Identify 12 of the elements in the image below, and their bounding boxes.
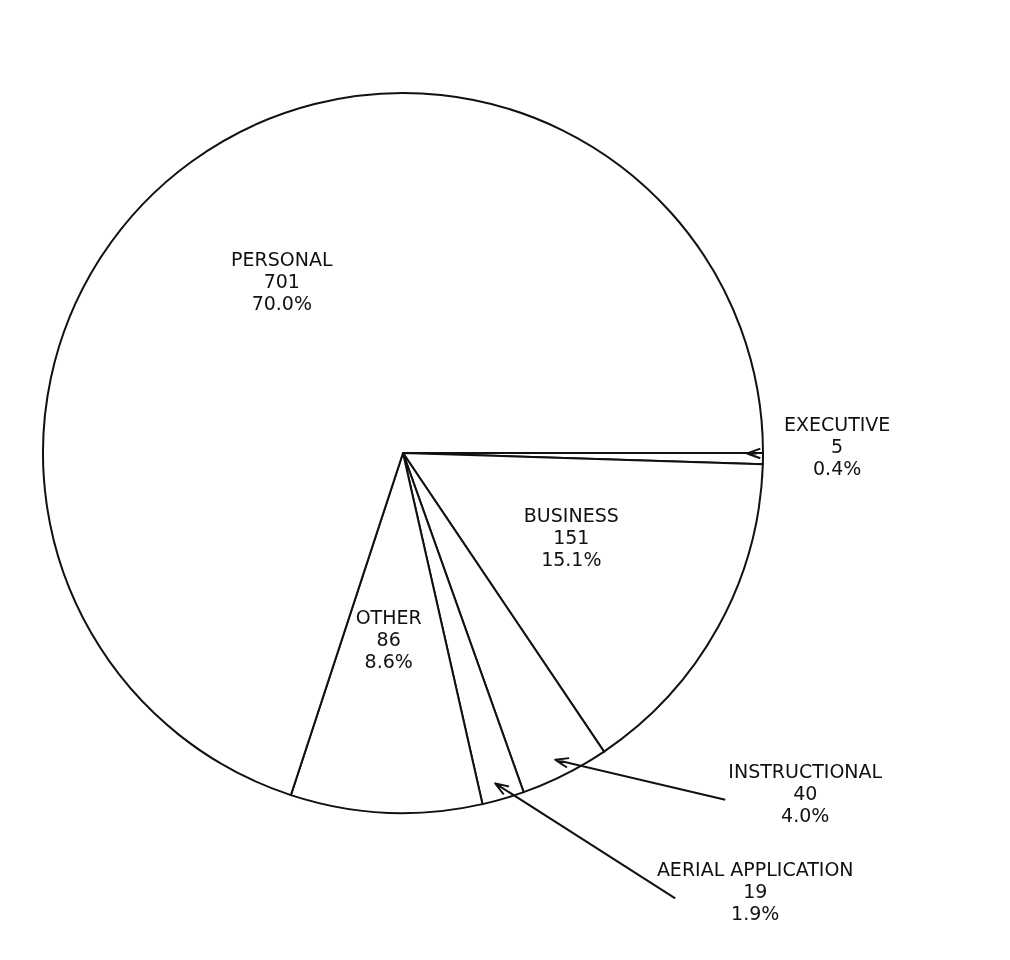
slice-label: BUSINESS <box>523 503 619 526</box>
data-label: 701 70.0% <box>251 269 312 314</box>
slice-label: AERIAL APPLICATION <box>656 858 854 881</box>
slice-label: OTHER <box>355 605 422 628</box>
data-label: 5 0.4% <box>813 435 862 480</box>
slice-label: EXECUTIVE <box>783 413 891 436</box>
data-label: 151 15.1% <box>541 525 602 570</box>
data-label: 40 4.0% <box>781 781 830 826</box>
data-label: 19 1.9% <box>731 880 780 925</box>
slice-label: INSTRUCTIONAL <box>728 759 883 782</box>
slice-label: PERSONAL <box>231 247 333 270</box>
data-label: 86 8.6% <box>364 627 413 672</box>
